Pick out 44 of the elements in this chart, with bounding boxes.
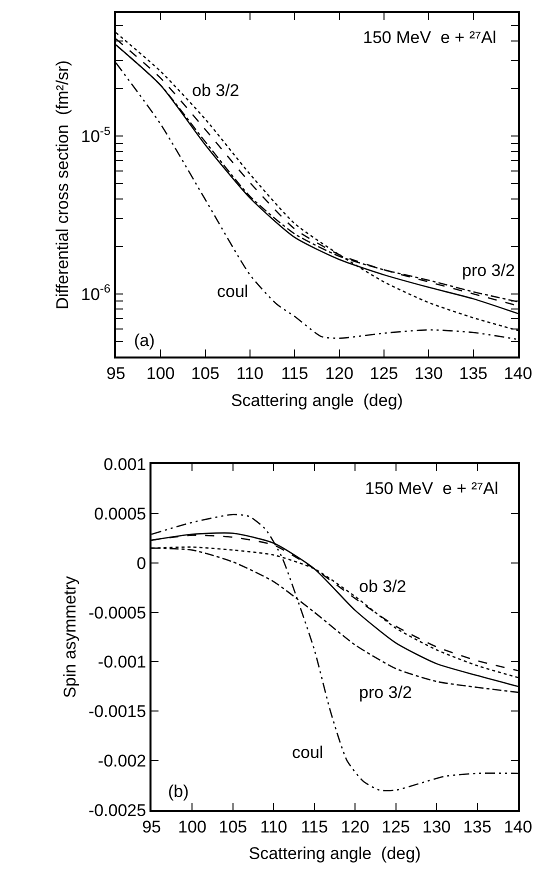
x-tick-label: 105: [218, 817, 248, 836]
y-tick-label: -0.001: [98, 652, 146, 672]
y-tick-label: 10$^{-6}$: [80, 282, 111, 304]
y-axis-title: Differential cross section (fm²/sr): [53, 60, 72, 310]
annotation: ob 3/2: [359, 577, 406, 596]
y-axis-title: Spin asymmetry: [60, 576, 80, 698]
x-tick-label: 140: [504, 817, 532, 836]
x-tick-label: 105: [191, 364, 220, 384]
x-tick-label: 135: [459, 364, 488, 384]
x-tick-label: 110: [260, 817, 288, 836]
x-axis-title: Scattering angle (deg): [230, 390, 403, 410]
y-tick-label: -0.0025: [88, 800, 146, 820]
x-tick-label: 100: [146, 364, 175, 384]
x-axis-title: Scattering angle (deg): [248, 844, 421, 864]
x-tick-label: 100: [178, 817, 206, 836]
text: 150 MeV e + ²⁷Al: [365, 479, 498, 498]
y-tick-label: -0.002: [98, 751, 146, 770]
annotation: pro 3/2: [462, 261, 515, 280]
x-tick-label: 125: [370, 364, 398, 384]
x-tick-label: 130: [414, 364, 443, 384]
annotation: coul: [217, 282, 248, 301]
x-tick-label: 115: [281, 364, 308, 384]
y-tick-label: 0.0005: [94, 504, 146, 524]
text: 150 MeV e + ²⁷Al: [363, 28, 496, 47]
x-tick-label: 140: [504, 364, 532, 384]
x-tick-label: 120: [325, 364, 354, 384]
y-tick-label: 10$^{-5}$: [80, 124, 111, 146]
annotation: (b): [168, 782, 189, 801]
y-tick-label: 0.001: [104, 455, 146, 474]
x-tick-label: 115: [300, 817, 328, 836]
annotation: pro 3/2: [359, 683, 412, 702]
x-tick-label: 120: [340, 817, 370, 836]
x-tick-label: 125: [382, 817, 410, 836]
x-tick-label: 135: [463, 817, 492, 836]
x-tick-label: 110: [236, 364, 264, 384]
x-tick-label: 130: [422, 817, 451, 836]
annotation: coul: [292, 743, 324, 762]
annotation: ob 3/2: [192, 81, 240, 100]
y-tick-label: -0.0015: [88, 702, 146, 722]
annotation: (a): [134, 331, 155, 350]
y-tick-label: -0.0005: [88, 603, 146, 622]
x-tick-label: 95: [142, 817, 161, 836]
y-tick-label: 0: [136, 554, 146, 573]
x-tick-label: 95: [106, 364, 126, 384]
